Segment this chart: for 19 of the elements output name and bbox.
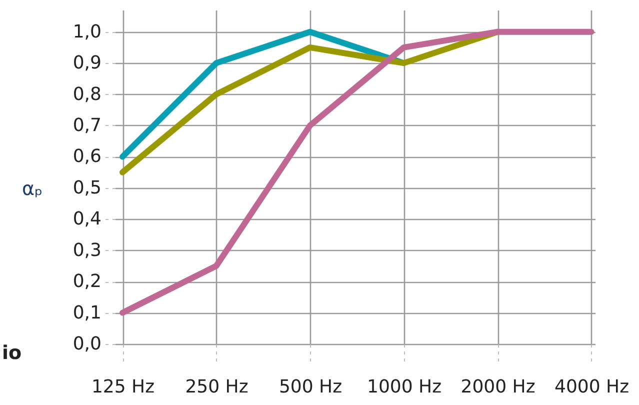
- x-tick-label: 2000 Hz: [460, 376, 536, 398]
- y-tick-label: 0,8: [72, 84, 102, 105]
- x-tick-label: 250 Hz: [185, 376, 248, 398]
- y-tick-label: 1,0: [72, 21, 102, 42]
- y-tick-label: 0,1: [72, 302, 102, 324]
- y-tick-label: 0,0: [72, 334, 102, 354]
- y-tick-label: 0,3: [72, 240, 102, 261]
- x-tick-label: 1000 Hz: [366, 376, 442, 398]
- text: io: [2, 342, 22, 364]
- y-tick-label: 0,5: [72, 177, 102, 198]
- x-tick-label: 500 Hz: [278, 376, 342, 398]
- y-tick-label: 0,4: [72, 208, 102, 230]
- x-tick-label: 125 Hz: [91, 376, 155, 398]
- x-tick-label: 4000 Hz: [554, 376, 630, 398]
- y-tick-label: 0,9: [72, 52, 102, 74]
- y-tick-label: 0,2: [72, 271, 102, 292]
- y-tick-label: 0,6: [72, 146, 102, 168]
- y-tick-label: 0,7: [72, 114, 102, 136]
- y-axis-title: αₚ: [22, 178, 43, 200]
